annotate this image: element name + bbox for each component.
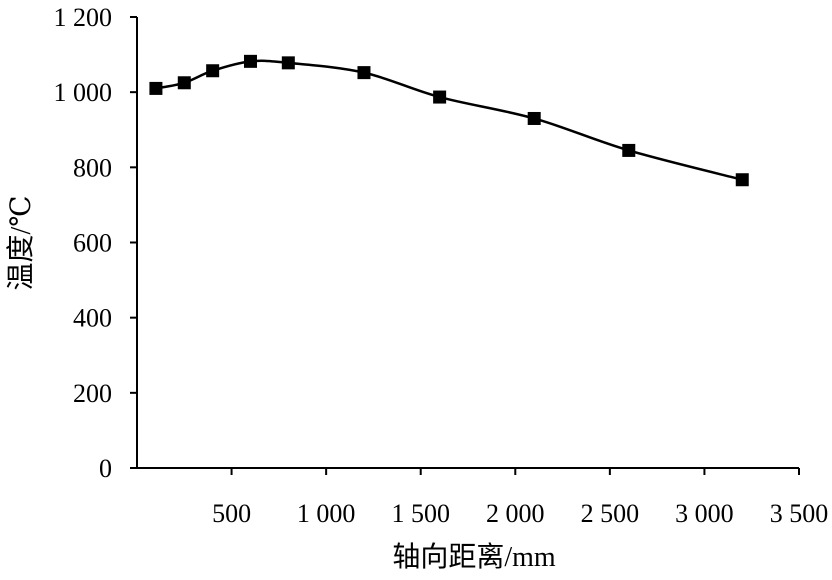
y-tick-label: 800 — [73, 153, 112, 182]
y-tick-label: 1 000 — [54, 78, 113, 107]
data-point — [177, 76, 191, 90]
y-tick-label: 200 — [73, 379, 112, 408]
x-tick-label: 2 500 — [581, 499, 640, 528]
data-point — [206, 64, 220, 78]
data-point — [622, 143, 636, 157]
data-point — [433, 90, 447, 104]
x-tick-label: 1 500 — [391, 499, 450, 528]
data-point — [357, 66, 371, 80]
y-tick-label: 0 — [99, 454, 112, 483]
x-tick-label: 1 000 — [297, 499, 356, 528]
data-point — [281, 56, 295, 70]
series-line — [155, 59, 743, 181]
y-tick-label: 400 — [73, 304, 112, 333]
y-axis-label: 温度/℃ — [5, 195, 37, 290]
x-tick-label: 2 000 — [486, 499, 545, 528]
y-tick-label: 1 200 — [54, 3, 113, 32]
series-layer — [149, 54, 749, 187]
y-ticks: 0 200 400 600 800 1 000 1 200 — [54, 3, 137, 483]
data-point — [735, 173, 749, 187]
data-point — [243, 54, 257, 68]
x-tick-label: 500 — [212, 499, 251, 528]
x-tick-label: 3 000 — [675, 499, 734, 528]
data-point — [149, 81, 163, 95]
x-ticks: 500 1 000 1 500 2 000 2 500 3 000 3 500 — [212, 468, 828, 528]
x-axis-label: 轴向距离/mm — [392, 541, 556, 573]
y-tick-label: 600 — [73, 229, 112, 258]
data-point — [527, 111, 541, 125]
x-tick-label: 3 500 — [770, 499, 829, 528]
